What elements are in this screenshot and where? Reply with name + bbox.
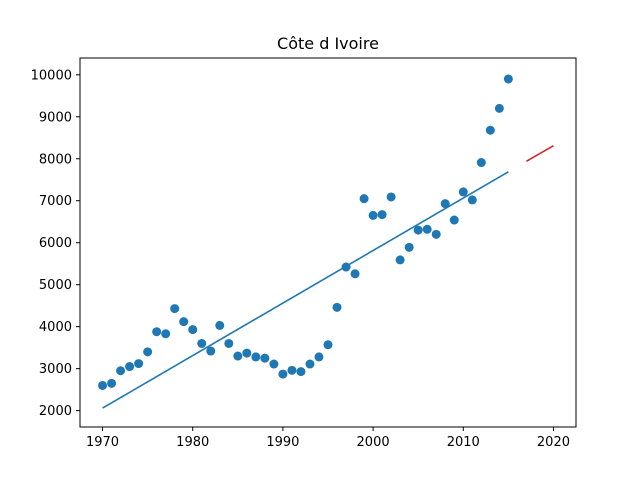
x-tick-label: 2020 [537, 435, 570, 450]
data-point [495, 104, 504, 113]
data-point [242, 349, 251, 358]
plot-marks [98, 74, 553, 408]
data-point [206, 347, 215, 356]
data-point [459, 187, 468, 196]
data-point [197, 339, 206, 348]
data-point [333, 303, 342, 312]
data-point [170, 304, 179, 313]
x-tick-label: 1990 [266, 435, 299, 450]
data-point [98, 381, 107, 390]
x-tick-label: 2010 [447, 435, 480, 450]
data-point [188, 325, 197, 334]
data-point [369, 211, 378, 220]
data-point [116, 366, 125, 375]
data-point [251, 352, 260, 361]
data-point [179, 317, 188, 326]
data-point [450, 216, 459, 225]
data-point [432, 230, 441, 239]
y-tick-label: 9000 [39, 110, 72, 125]
data-point [260, 354, 269, 363]
data-point [269, 360, 278, 369]
data-point [324, 340, 333, 349]
plot-frame [80, 58, 576, 427]
x-tick-label: 2000 [357, 435, 390, 450]
y-tick-label: 3000 [39, 362, 72, 377]
data-point [296, 367, 305, 376]
data-point [378, 210, 387, 219]
data-point [215, 321, 224, 330]
data-point [468, 195, 477, 204]
data-point [143, 347, 152, 356]
data-point [504, 74, 513, 83]
data-point [134, 359, 143, 368]
forecast-line [526, 146, 553, 162]
data-point [477, 158, 486, 167]
data-point [287, 366, 296, 375]
data-point [278, 370, 287, 379]
axes: 1970 1980 1990 2000 2010 2020 2000 3000 4000 5000… [31, 58, 576, 450]
data-point [152, 327, 161, 336]
data-point [351, 269, 360, 278]
trend-line [103, 172, 509, 408]
y-tick-label: 8000 [39, 152, 72, 167]
data-point [125, 362, 134, 371]
y-tick-label: 4000 [39, 320, 72, 335]
data-point [233, 352, 242, 361]
y-tick-label: 2000 [39, 404, 72, 419]
data-point [224, 339, 233, 348]
data-point [486, 126, 495, 135]
data-point [314, 352, 323, 361]
x-tick-label: 1980 [176, 435, 209, 450]
chart-title: Côte d Ivoire [277, 34, 379, 53]
x-tick-label: 1970 [86, 435, 119, 450]
data-point [396, 255, 405, 264]
y-tick-label: 6000 [39, 236, 72, 251]
y-tick-label: 5000 [39, 278, 72, 293]
data-point [305, 360, 314, 369]
data-point [423, 225, 432, 234]
y-tick-label: 10000 [31, 68, 72, 83]
data-point [360, 194, 369, 203]
data-point [387, 192, 396, 201]
data-point [405, 243, 414, 252]
y-tick-label: 7000 [39, 194, 72, 209]
data-point [107, 379, 116, 388]
data-point [161, 329, 170, 338]
